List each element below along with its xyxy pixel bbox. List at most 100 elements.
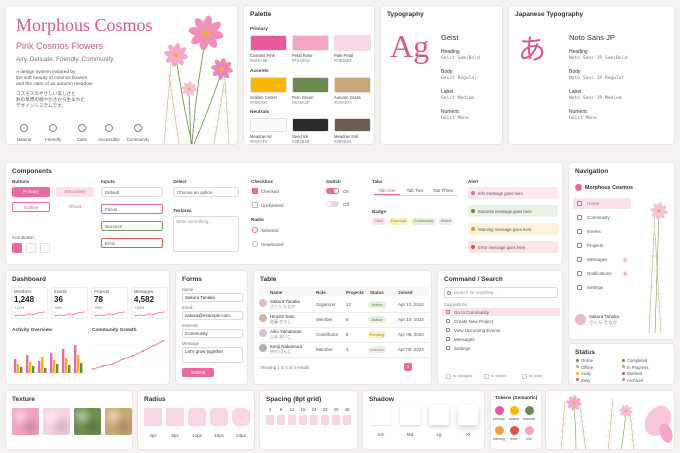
illustration-shape — [213, 125, 217, 130]
panel-title: Navigation — [575, 168, 609, 175]
illustration-shape — [169, 97, 173, 101]
input[interactable]: Default — [101, 187, 163, 197]
switch[interactable] — [326, 188, 339, 194]
input[interactable]: Success — [101, 221, 163, 231]
field[interactable] — [182, 293, 243, 302]
status-label: Online — [581, 358, 594, 363]
status-dot — [576, 378, 579, 382]
illustration-shape — [628, 427, 633, 432]
page-button[interactable]: 1 — [404, 363, 412, 371]
alert-text: Info message goes here — [478, 190, 523, 196]
cell: 8 — [346, 316, 349, 322]
panel-title: Texture — [12, 396, 35, 403]
swatch-name: Fern Green — [292, 95, 314, 100]
submit-button[interactable]: Submit — [182, 368, 214, 377]
illustration-shape — [222, 80, 226, 85]
illustration-shape — [569, 396, 575, 404]
cell: Organizer — [316, 301, 336, 307]
alert — [468, 241, 558, 253]
button[interactable]: Secondary — [56, 187, 94, 197]
icon-button[interactable] — [12, 243, 22, 253]
alert — [468, 223, 558, 235]
illustration-shape — [648, 269, 653, 274]
checkbox[interactable] — [252, 202, 258, 208]
status-label: Busy — [581, 377, 591, 383]
type-font: Geist Regular — [441, 75, 477, 81]
group-label: Select — [173, 179, 187, 184]
type-role: Heading — [441, 49, 460, 55]
token-swatch — [524, 406, 534, 415]
illustration-shape — [633, 442, 637, 447]
flower-panel — [545, 390, 675, 450]
panel-title: Components — [12, 168, 52, 175]
swatch-hex: #6B5E52 — [334, 139, 352, 144]
button[interactable]: Outline — [12, 202, 50, 212]
palette-panel: Palette Primary Cosmos Pink #E85A9B Petal Ro… — [243, 5, 375, 145]
icon-button[interactable] — [26, 243, 36, 253]
group-label: Buttons — [12, 179, 30, 184]
textarea[interactable] — [173, 216, 239, 252]
panel-title: Command / Search — [444, 276, 503, 283]
group-label: Icon Button — [12, 235, 34, 240]
illustration-shape — [65, 358, 68, 373]
field-value: Community — [185, 331, 208, 336]
nav-icon — [577, 201, 582, 206]
swatch-hex: #F3A6C8 — [292, 58, 310, 63]
button[interactable]: Primary — [12, 187, 50, 197]
illustration-shape — [585, 442, 589, 446]
nav-item: Community — [587, 215, 610, 220]
illustration-shape — [654, 212, 660, 334]
column-header: Name — [270, 289, 283, 295]
field[interactable] — [182, 329, 243, 338]
group-label: Alert — [468, 179, 479, 184]
illustration-shape — [80, 363, 83, 373]
command-item: Create New Project — [454, 319, 494, 324]
type-font: Geist Mono — [441, 115, 469, 121]
illustration-shape — [223, 110, 228, 115]
tab[interactable]: Tab Three — [432, 188, 454, 193]
cell: Apr 08, 2024 — [398, 331, 424, 337]
switch[interactable] — [326, 201, 339, 207]
field[interactable] — [182, 311, 243, 320]
token-label: primary — [493, 417, 505, 421]
input[interactable]: Focus — [101, 204, 163, 214]
value-label: Community — [126, 137, 150, 142]
tab[interactable]: Tab Two — [406, 188, 424, 193]
button[interactable]: Ghost — [68, 204, 81, 209]
status-dot — [576, 371, 579, 375]
illustration-shape — [142, 350, 144, 352]
components-panel: Components Buttons Primary Secondary Outline… — [5, 162, 563, 265]
search-box[interactable] — [444, 287, 558, 298]
radio[interactable] — [252, 227, 258, 233]
texture-swatch — [105, 408, 132, 435]
type-role: Numeric — [569, 109, 588, 115]
avatar — [575, 314, 586, 325]
spacing-block — [321, 415, 329, 425]
checkbox[interactable] — [252, 188, 258, 194]
tab[interactable]: Tab One — [374, 187, 400, 195]
chart-title: Activity Overview — [12, 328, 52, 333]
illustration-shape — [609, 402, 613, 406]
input[interactable]: Error — [101, 238, 163, 248]
illustration-shape — [161, 129, 166, 133]
cell: Aiko Yamamoto — [270, 329, 302, 334]
stat-card — [131, 287, 168, 319]
illustration-shape — [630, 412, 634, 417]
select[interactable]: Choose an option — [173, 187, 239, 197]
group-label: Primary — [250, 27, 268, 32]
font-family: Geist — [441, 33, 459, 42]
swatch — [334, 77, 371, 93]
radio[interactable] — [252, 241, 258, 247]
illustration-shape — [563, 410, 568, 414]
font-family: Noto Sans JP — [569, 33, 615, 42]
cell: Hiroshi Sato — [270, 314, 295, 319]
field-value: Let's grow together — [185, 349, 224, 354]
illustration-shape — [651, 224, 655, 229]
value-label: Natural — [16, 137, 32, 142]
group-label: Badge — [372, 209, 387, 214]
field[interactable] — [182, 347, 243, 363]
panel-title: Spacing (8pt grid) — [266, 396, 322, 403]
swatch-name: Meadow Air — [250, 134, 272, 139]
illustration-shape — [630, 442, 634, 447]
icon-button[interactable] — [40, 243, 50, 253]
